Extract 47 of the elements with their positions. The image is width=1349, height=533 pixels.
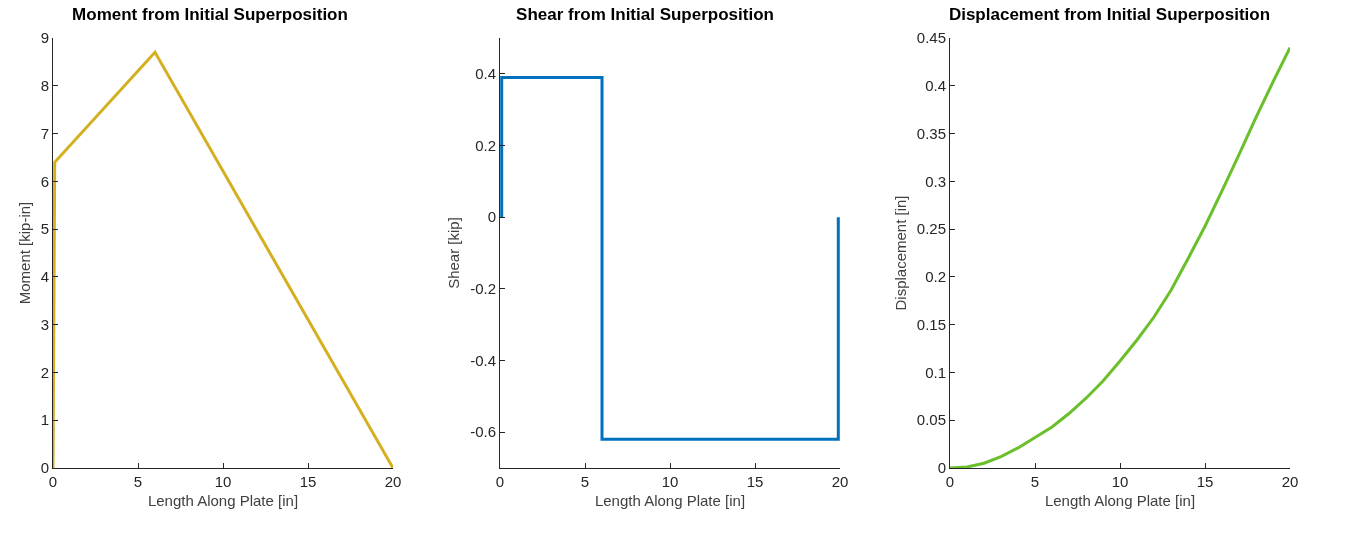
y-tick-label: 0.45 <box>916 29 946 47</box>
y-tick-label: -0.4 <box>470 351 496 369</box>
x-axis-title: Length Along Plate [in] <box>1044 492 1196 509</box>
x-tick-label: 15 <box>299 473 317 490</box>
y-tick-label: 0.35 <box>916 124 946 142</box>
y-axis-title: Shear [kip] <box>445 217 463 289</box>
x-tick-label: 5 <box>1030 473 1040 490</box>
y-tick-label: 0 <box>937 459 946 477</box>
x-tick-label: 15 <box>746 473 764 490</box>
x-tick-label: 20 <box>1281 473 1299 490</box>
y-tick-label: 5 <box>40 220 49 238</box>
x-tick-label: 5 <box>133 473 143 490</box>
y-axis-title: Moment [kip-in] <box>15 201 33 305</box>
y-tick-label: 4 <box>40 268 49 286</box>
y-tick-label: 0.2 <box>475 136 496 154</box>
y-tick-label: 7 <box>40 124 49 142</box>
y-tick-label: 3 <box>40 315 49 333</box>
y-tick-label: 2 <box>40 363 49 381</box>
x-axis-title: Length Along Plate [in] <box>594 492 746 509</box>
chart-title: Shear from Initial Superposition <box>516 4 774 24</box>
y-tick-label: 8 <box>40 77 49 95</box>
y-tick-label: 0.15 <box>916 315 946 333</box>
y-tick-label: 6 <box>40 172 49 190</box>
x-axis-title: Length Along Plate [in] <box>147 492 299 509</box>
y-tick-label: 0.1 <box>925 363 946 381</box>
y-tick-label: 0.2 <box>925 268 946 286</box>
y-tick-label: 0.05 <box>916 411 946 429</box>
y-tick-label: 0.4 <box>475 65 496 83</box>
y-tick-label: 1 <box>40 411 49 429</box>
x-tick-label: 20 <box>831 473 849 490</box>
y-tick-label: 0.25 <box>916 220 946 238</box>
x-tick-label: 15 <box>1196 473 1214 490</box>
y-tick-label: 9 <box>40 29 49 47</box>
x-tick-label: 10 <box>661 473 679 490</box>
chart-title: Displacement from Initial Superposition <box>948 4 1271 24</box>
x-tick-label: 10 <box>214 473 232 490</box>
y-axis-title: Displacement [in] <box>892 195 910 311</box>
y-tick-label: 0.3 <box>925 172 946 190</box>
y-tick-label: -0.6 <box>470 423 496 441</box>
x-tick-label: 5 <box>580 473 590 490</box>
y-tick-label: 0 <box>487 208 496 226</box>
y-tick-label: 0 <box>40 459 49 477</box>
x-tick-label: 10 <box>1111 473 1129 490</box>
chart-title: Moment from Initial Superposition <box>72 4 348 24</box>
y-tick-label: -0.2 <box>470 280 496 298</box>
y-tick-label: 0.4 <box>925 77 946 95</box>
x-tick-label: 20 <box>384 473 402 490</box>
